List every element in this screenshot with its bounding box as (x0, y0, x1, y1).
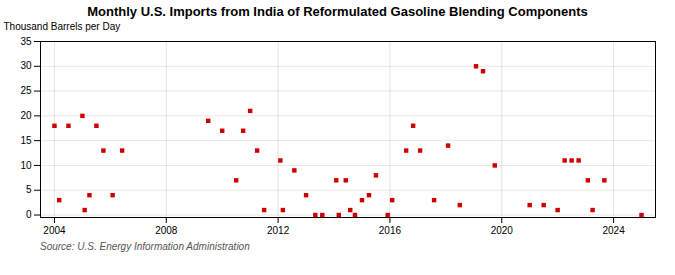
html-text:Monthly U.S. Imports from Indi: Monthly U.S. Imports from India of Refor… (87, 4, 588, 19)
svg-text:2016: 2016 (379, 225, 402, 236)
svg-text:Thousand Barrels per Day: Thousand Barrels per Day (4, 21, 121, 32)
svg-text:15: 15 (20, 135, 32, 146)
svg-text:0: 0 (26, 209, 32, 220)
svg-text:10: 10 (20, 160, 32, 171)
svg-text:2012: 2012 (267, 225, 290, 236)
svg-text:30: 30 (20, 60, 32, 71)
svg-text:20: 20 (20, 110, 32, 121)
svg-text:25: 25 (20, 85, 32, 96)
svg-text:5: 5 (26, 184, 32, 195)
svg-text:35: 35 (20, 36, 32, 47)
html-text:Source: U.S. Energy Informatio: Source: U.S. Energy Information Administ… (40, 241, 250, 252)
svg-text:2004: 2004 (43, 225, 66, 236)
svg-text:2008: 2008 (155, 225, 178, 236)
svg-text:2020: 2020 (491, 225, 514, 236)
svg-text:2024: 2024 (602, 225, 625, 236)
